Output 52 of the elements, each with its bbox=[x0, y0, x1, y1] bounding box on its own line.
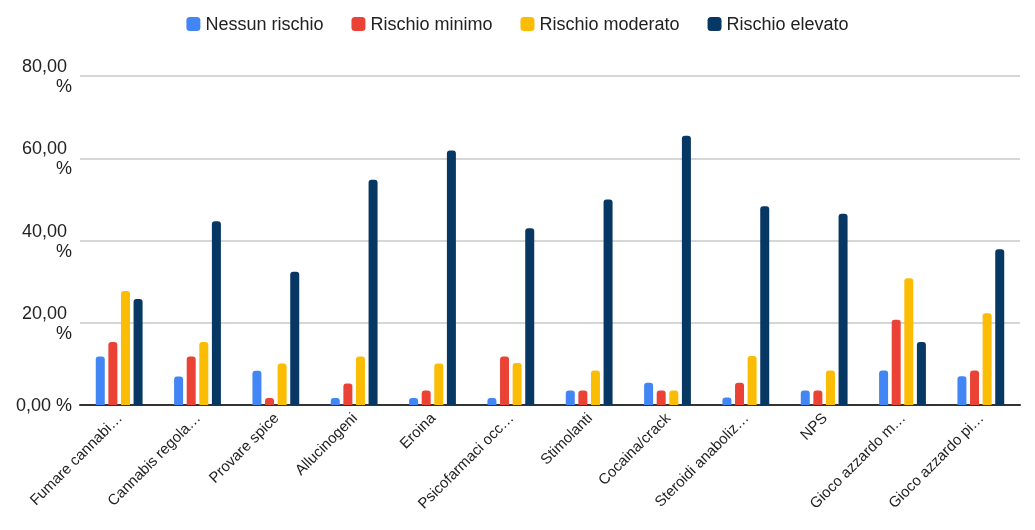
y-tick-label: 40,00 % bbox=[21, 220, 72, 261]
bar bbox=[838, 213, 848, 405]
bar bbox=[656, 390, 666, 405]
bar bbox=[995, 249, 1005, 405]
bar bbox=[95, 356, 105, 405]
y-tick-label: 60,00 % bbox=[21, 138, 72, 179]
bar bbox=[578, 390, 588, 405]
bar bbox=[916, 342, 926, 405]
bar bbox=[982, 313, 992, 405]
y-tick-label: 80,00 % bbox=[21, 56, 72, 96]
bar bbox=[211, 221, 221, 405]
bar bbox=[565, 390, 575, 405]
y-tick-label: 20,00 % bbox=[21, 302, 72, 343]
bar bbox=[133, 298, 143, 405]
bar bbox=[343, 383, 353, 405]
bar bbox=[108, 342, 118, 405]
bar bbox=[421, 390, 431, 405]
bar bbox=[290, 271, 300, 405]
bar bbox=[957, 376, 967, 405]
bar bbox=[891, 319, 901, 405]
legend-label: Rischio moderato bbox=[539, 14, 680, 34]
bar bbox=[747, 356, 757, 405]
bar bbox=[825, 370, 835, 405]
bar bbox=[970, 370, 980, 405]
bar bbox=[735, 382, 745, 405]
bar bbox=[512, 363, 522, 405]
bar bbox=[681, 135, 691, 405]
bar bbox=[199, 342, 209, 405]
legend-label: Rischio elevato bbox=[726, 14, 849, 34]
bar bbox=[174, 376, 184, 405]
bar bbox=[590, 370, 600, 405]
bar bbox=[800, 390, 810, 405]
bar bbox=[368, 179, 378, 405]
bar bbox=[760, 206, 770, 405]
bar bbox=[603, 199, 613, 405]
bar bbox=[277, 363, 287, 405]
bar bbox=[813, 390, 823, 405]
bar bbox=[446, 150, 456, 405]
y-tick-label: 0,00 % bbox=[15, 395, 72, 415]
bar bbox=[904, 278, 914, 405]
bar bbox=[252, 370, 262, 405]
legend-label: Nessun rischio bbox=[205, 14, 324, 34]
legend-label: Rischio minimo bbox=[370, 14, 493, 34]
bar bbox=[500, 356, 510, 405]
bar bbox=[879, 370, 889, 405]
bar bbox=[120, 291, 130, 405]
bar bbox=[434, 363, 444, 405]
bar bbox=[644, 382, 654, 405]
bar bbox=[525, 228, 535, 405]
bar bbox=[669, 390, 679, 405]
bar bbox=[355, 356, 365, 405]
bar bbox=[186, 356, 196, 405]
